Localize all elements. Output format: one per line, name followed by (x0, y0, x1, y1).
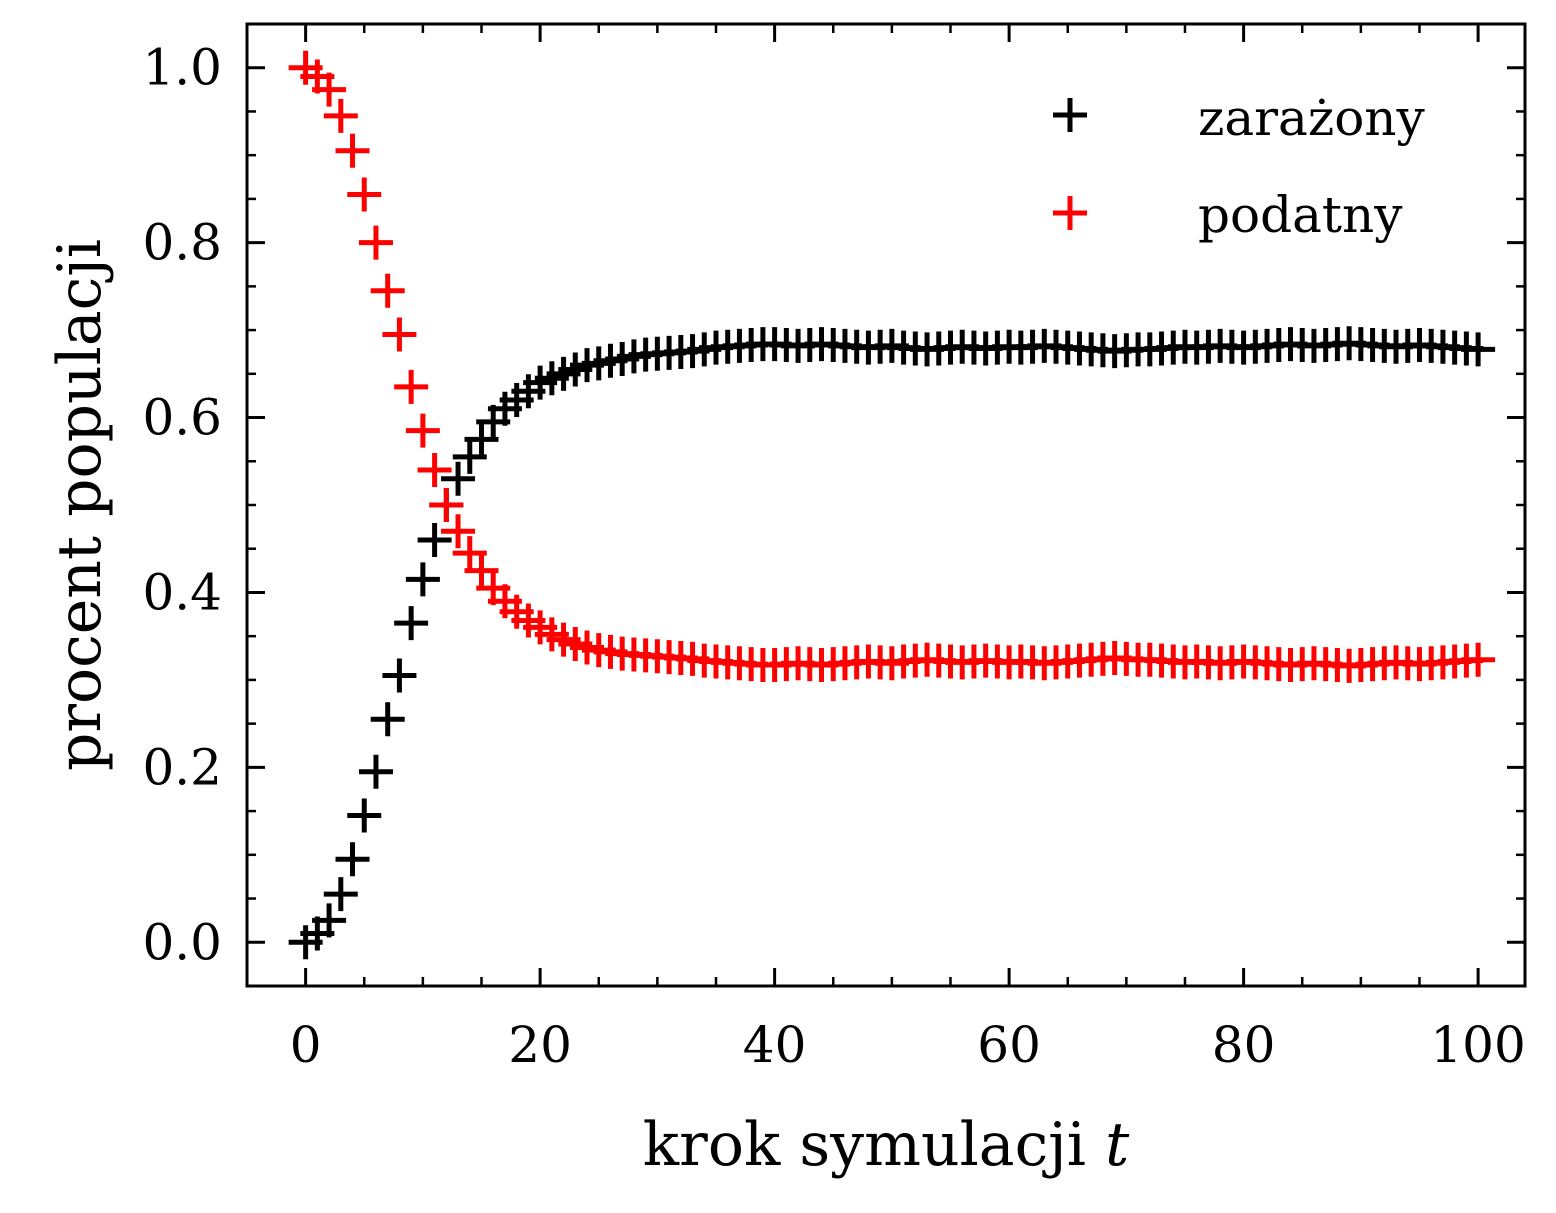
data-point (452, 439, 487, 474)
data-point (335, 133, 370, 168)
x-axis-label: krok symulacji t (643, 1110, 1130, 1180)
x-axis-label-text: krok symulacji (643, 1110, 1086, 1180)
series-layer (288, 50, 1496, 960)
data-point (323, 98, 358, 133)
data-point (1461, 642, 1496, 677)
data-point (323, 877, 358, 912)
y-axis-label: procent populacji (45, 239, 115, 771)
x-axis-label-variable: t (1105, 1110, 1130, 1180)
x-tick-label: 80 (1212, 1016, 1276, 1074)
data-point (382, 658, 417, 693)
legend-marker-zarazony-plus (1053, 98, 1087, 132)
tick-labels-layer: 0 20 40 60 80 100 0.0 0.2 0.4 0.6 0.8 1.0 (142, 39, 1525, 1074)
y-tick-label: 0.0 (142, 913, 222, 971)
x-tick-label: 0 (290, 1016, 322, 1074)
y-tick-label: 0.8 (142, 214, 222, 272)
data-point (452, 536, 487, 571)
data-point (394, 369, 429, 404)
data-point (464, 422, 499, 457)
data-point (358, 225, 393, 260)
y-tick-label: 1.0 (142, 39, 222, 97)
series-podatny (288, 50, 1496, 683)
data-point (417, 522, 452, 557)
data-point (429, 488, 464, 522)
y-tick-label: 0.6 (142, 389, 222, 447)
data-point (441, 461, 476, 496)
data-point (1461, 332, 1496, 367)
series-zarazony (288, 326, 1496, 960)
data-point (347, 177, 382, 212)
x-tick-label: 60 (977, 1016, 1041, 1074)
data-point (370, 702, 405, 737)
data-point (335, 842, 370, 877)
data-point (312, 72, 347, 107)
x-tick-label: 100 (1430, 1016, 1525, 1074)
data-point (394, 606, 429, 641)
data-point (358, 754, 393, 789)
data-point (405, 562, 440, 597)
x-tick-label: 20 (508, 1016, 572, 1074)
legend-label-podatny: podatny (1198, 186, 1403, 244)
legend-marker-zarazony (1053, 98, 1087, 132)
legend-marker-podatny-plus (1053, 196, 1087, 230)
data-point (464, 553, 499, 588)
legend-label-zarazony: zarażony (1198, 89, 1426, 147)
data-point (405, 413, 440, 448)
data-point (417, 453, 452, 488)
data-point (312, 903, 347, 938)
plot-frame (245, 22, 1527, 988)
y-tick-label: 0.2 (142, 738, 222, 796)
data-point (370, 273, 405, 308)
x-tick-label: 40 (743, 1016, 807, 1074)
data-point (347, 798, 382, 833)
y-tick-label: 0.4 (142, 563, 222, 621)
data-point (441, 514, 476, 549)
legend-marker-podatny (1053, 196, 1087, 230)
data-point (382, 317, 417, 352)
legend: zarażony podatny (1053, 89, 1426, 244)
